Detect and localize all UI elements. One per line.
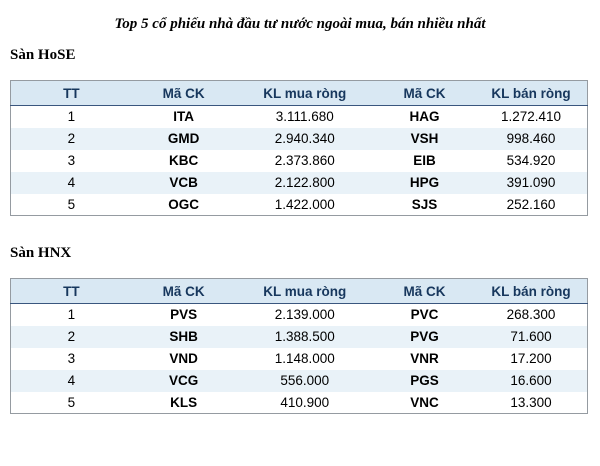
buy-ticker-cell: ITA [173,109,194,125]
buy-ticker-cell: VND [169,351,198,366]
buy-volume-cell: 2.139.000 [274,307,335,323]
sell-ticker-cell: VSH [410,131,439,146]
rank-cell: 2 [67,131,76,146]
table-row: 5 OGC 1.422.000 SJS 252.160 [10,193,588,216]
sell-ticker-cell: SJS [411,196,438,212]
rank-cell: 3 [67,351,76,366]
buy-ticker-cell: KLS [170,394,198,410]
rank-cell: 2 [67,329,76,344]
rank-cell: 5 [67,394,76,410]
buy-volume-cell: 410.900 [280,394,330,410]
rank-cell: 1 [67,109,76,125]
buy-volume-cell: 3.111.680 [275,109,334,125]
hose-table-body: 1 ITA 3.111.680 HAG 1.272.410 2 GMD 2.940.340 VS… [10,105,588,216]
table-row: 3 KBC 2.373.860 EIB 534.920 [10,149,588,172]
page-title: Top 5 cổ phiếu nhà đầu tư nước ngoài mua… [114,16,486,32]
buy-ticker-cell: VCG [168,373,199,388]
table-row: 4 VCG 556.000 PGS 16.600 [10,369,588,392]
section-title-hnx: Sàn HNX [10,245,72,261]
rank-cell: 4 [67,373,76,388]
hnx-table-header: TT Mã CK KL mua ròng Mã CK KL bán ròng [10,278,588,304]
rank-cell: 3 [67,153,76,168]
header-row: TT Mã CK KL mua ròng Mã CK KL bán ròng [10,80,588,106]
buy-volume-cell: 1.148.000 [274,351,335,366]
sell-volume-cell: 998.460 [506,131,556,146]
col-header-sell-ticker: Mã CK [373,80,475,106]
sell-ticker-cell: PVG [410,329,439,344]
sell-ticker-cell: VNR [410,351,439,366]
col-header-buy-volume: KL mua ròng [235,80,374,106]
col-header-rank: TT [10,80,132,106]
rank-cell: 5 [67,196,76,212]
buy-ticker-cell: VCB [169,175,198,190]
sell-ticker-cell: PGS [410,373,439,388]
buy-ticker-cell: KBC [168,153,199,168]
col-header-sell-volume: KL bán ròng [474,80,588,106]
buy-ticker-cell: PVS [170,307,198,323]
header-row: TT Mã CK KL mua ròng Mã CK KL bán ròng [10,278,588,304]
sell-volume-cell: 1.272.410 [500,109,561,125]
sell-ticker-cell: VNC [410,394,439,410]
buy-volume-cell: 2.373.860 [274,153,335,168]
hose-table-header: TT Mã CK KL mua ròng Mã CK KL bán ròng [10,80,588,106]
table-row: 1 PVS 2.139.000 PVC 268.300 [10,303,588,326]
col-header-rank: TT [10,278,132,304]
rank-cell: 1 [67,307,76,323]
hnx-table-body: 1 PVS 2.139.000 PVC 268.300 2 SHB 1.388.500 PVG 7… [10,303,588,414]
table-row: 1 ITA 3.111.680 HAG 1.272.410 [10,105,588,128]
table-row: 2 GMD 2.940.340 VSH 998.460 [10,127,588,150]
table-row: 4 VCB 2.122.800 HPG 391.090 [10,171,588,194]
buy-volume-cell: 1.422.000 [274,196,335,212]
col-header-buy-ticker: Mã CK [131,278,236,304]
buy-ticker-cell: GMD [167,131,200,146]
sell-ticker-cell: EIB [413,153,436,168]
sell-volume-cell: 534.920 [506,153,556,168]
sell-volume-cell: 391.090 [506,175,556,190]
table-row: 5 KLS 410.900 VNC 13.300 [10,391,588,414]
sell-ticker-cell: HAG [409,109,440,125]
rank-cell: 4 [67,175,76,190]
sell-volume-cell: 268.300 [506,307,556,323]
sell-volume-cell: 16.600 [510,373,552,388]
section-title-hose: Sàn HoSE [10,47,76,63]
sell-volume-cell: 252.160 [506,196,556,212]
buy-volume-cell: 1.388.500 [274,329,335,344]
sell-ticker-cell: PVC [410,307,439,323]
sell-ticker-cell: HPG [409,175,440,190]
buy-volume-cell: 556.000 [280,373,330,388]
buy-ticker-cell: OGC [168,196,199,212]
sell-volume-cell: 71.600 [510,329,552,344]
buy-volume-cell: 2.122.800 [274,175,335,190]
table-row: 2 SHB 1.388.500 PVG 71.600 [10,325,588,348]
col-header-sell-volume: KL bán ròng [474,278,588,304]
hose-table: TT Mã CK KL mua ròng Mã CK KL bán ròng 1… [10,80,588,216]
col-header-buy-ticker: Mã CK [131,80,236,106]
sell-volume-cell: 13.300 [510,394,552,410]
table-row: 3 VND 1.148.000 VNR 17.200 [10,347,588,370]
buy-ticker-cell: SHB [169,329,198,344]
hnx-table: TT Mã CK KL mua ròng Mã CK KL bán ròng 1… [10,278,588,414]
buy-volume-cell: 2.940.340 [274,131,335,146]
col-header-sell-ticker: Mã CK [373,278,475,304]
sell-volume-cell: 17.200 [510,351,552,366]
col-header-buy-volume: KL mua ròng [235,278,374,304]
